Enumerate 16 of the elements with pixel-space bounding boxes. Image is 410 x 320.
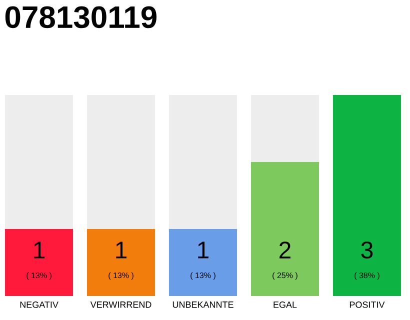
x-tick-label: VERWIRREND — [90, 302, 152, 308]
annotation: ( 13% ) — [26, 272, 52, 280]
x-tick-label: NEGATIV — [20, 302, 58, 308]
x-tick-label: EGAL — [274, 302, 297, 308]
annotation: ( 25% ) — [272, 272, 298, 280]
data-label: 1 — [116, 242, 127, 258]
annotation: ( 38% ) — [354, 272, 380, 280]
x-tick-label: UNBEKANNTE — [172, 302, 234, 308]
annotation: ( 13% ) — [108, 272, 134, 280]
data-label: 3 — [361, 242, 373, 258]
annotation: ( 13% ) — [190, 272, 216, 280]
data-label: 1 — [198, 242, 208, 258]
data-label: 1 — [34, 242, 45, 258]
data-label: 2 — [280, 242, 290, 258]
x-tick-label: POSITIV — [350, 302, 385, 308]
chart-title: 078130119 — [5, 6, 156, 28]
